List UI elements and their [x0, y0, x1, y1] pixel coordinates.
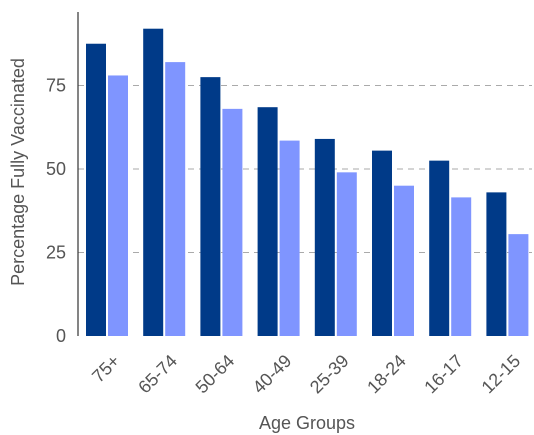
- x-tick-label: 18-24: [363, 351, 410, 398]
- bar-2-25-39: [336, 172, 357, 336]
- bar-2-12-15: [508, 234, 529, 336]
- y-tick-label: 25: [46, 242, 66, 262]
- x-tick-label: 16-17: [420, 351, 467, 398]
- bars: [86, 28, 529, 337]
- y-axis-title: Percentage Fully Vaccinated: [8, 58, 28, 286]
- x-tick-label: 12-15: [478, 351, 525, 398]
- bar-2-16-17: [451, 197, 472, 336]
- bar-2-65-74: [165, 62, 186, 337]
- y-tick-label: 0: [56, 326, 66, 346]
- bar-2-75+: [108, 75, 128, 336]
- bar-2-18-24: [394, 185, 414, 336]
- bar-2-40-49: [279, 140, 300, 336]
- x-tick-label: 50-64: [192, 351, 239, 398]
- bar-1-25-39: [314, 138, 335, 336]
- bar-1-18-24: [372, 150, 392, 336]
- x-tick-label: 40-49: [249, 351, 296, 398]
- bar-1-75+: [86, 43, 106, 336]
- y-tick-label: 75: [46, 75, 66, 95]
- y-tick-labels: 0 25 50 75: [46, 75, 66, 346]
- bar-2-50-64: [222, 108, 243, 336]
- bar-1-65-74: [143, 28, 164, 337]
- bar-1-16-17: [429, 160, 450, 336]
- x-tick-labels: 75+ 65-74 50-64 40-49 25-39 18-24 16-17 12-15: [88, 351, 524, 398]
- bar-1-12-15: [486, 192, 507, 336]
- x-axis-title: Age Groups: [259, 413, 355, 433]
- x-tick-label: 65-74: [134, 351, 181, 398]
- y-tick-label: 50: [46, 159, 66, 179]
- x-tick-label: 25-39: [306, 351, 353, 398]
- bar-1-40-49: [257, 107, 278, 336]
- x-tick-label: 75+: [88, 351, 124, 387]
- bar-1-50-64: [200, 77, 221, 336]
